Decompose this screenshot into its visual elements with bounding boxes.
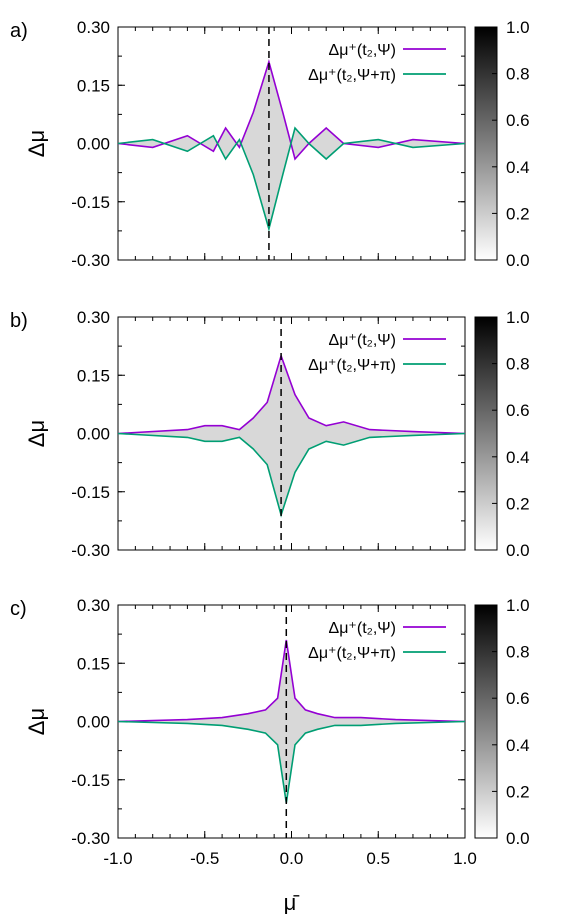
y-tick-label: -0.15 [71,771,110,790]
y-axis-label: Δμ [24,130,49,157]
colorbar-tick-label: 0.0 [506,251,530,270]
y-axis-label: Δμ [24,708,49,735]
panel-label: c) [10,598,27,620]
y-tick-label: 0.00 [77,425,110,444]
x-tick-label: 0.5 [366,849,390,868]
colorbar-tick-label: 0.8 [506,65,530,84]
x-tick-label: 1.0 [453,849,477,868]
y-tick-label: 0.15 [77,654,110,673]
colorbar-tick-label: 0.4 [506,736,530,755]
colorbar [474,316,498,551]
colorbar-tick-label: 0.2 [506,782,530,801]
y-tick-label: 0.00 [77,713,110,732]
y-tick-label: 0.30 [77,308,110,327]
y-tick-label: 0.00 [77,135,110,154]
x-tick-label: 0.0 [280,849,304,868]
colorbar-tick-label: 1.0 [506,308,530,327]
colorbar [474,26,498,261]
x-tick-label: -0.5 [190,849,219,868]
colorbar-tick-label: 0.8 [506,643,530,662]
colorbar-tick-label: 0.4 [506,158,530,177]
y-tick-label: 0.15 [77,366,110,385]
y-tick-label: 0.30 [77,596,110,615]
colorbar-tick-label: 1.0 [506,596,530,615]
panel-2: c) Δμ 0.30 0.15 0.00 -0.15 -0.30-1.0 -0.5 0.0 0.5… [10,596,530,868]
colorbar-tick-label: 1.0 [506,18,530,37]
y-tick-label: -0.15 [71,483,110,502]
colorbar-tick-label: 0.0 [506,829,530,848]
panel-label: a) [10,20,28,42]
x-axis-label: μ̄ [284,890,300,915]
x-tick-label: -1.0 [103,849,132,868]
legend-entry: Δμ⁺(t₂,Ψ) [329,620,396,637]
colorbar-tick-label: 0.4 [506,448,530,467]
colorbar-tick-label: 0.6 [506,689,530,708]
colorbar-tick-label: 0.0 [506,541,530,560]
colorbar-tick-label: 0.8 [506,355,530,374]
y-tick-label: -0.15 [71,193,110,212]
series-line-0 [117,639,466,723]
y-tick-label: -0.30 [71,829,110,848]
y-axis-label: Δμ [24,420,49,447]
panel-0: a) Δμ 0.30 0.15 0.00 -0.15 -0.30 Δμ⁺(t₂,Ψ) Δμ⁺(t… [10,18,530,270]
y-tick-label: -0.30 [71,251,110,270]
panel-label: b) [10,310,28,332]
colorbar-tick-label: 0.2 [506,204,530,223]
legend-entry: Δμ⁺(t₂,Ψ) [329,332,396,349]
colorbar-tick-label: 0.6 [506,401,530,420]
density-envelope [118,640,465,803]
density-envelope [118,355,465,515]
colorbar [474,604,498,839]
colorbar-tick-label: 0.2 [506,494,530,513]
legend-entry: Δμ⁺(t₂,Ψ+π) [308,67,396,84]
legend-entry: Δμ⁺(t₂,Ψ+π) [308,357,396,374]
legend-entry: Δμ⁺(t₂,Ψ+π) [308,645,396,662]
colorbar-tick-label: 0.6 [506,111,530,130]
y-tick-label: -0.30 [71,541,110,560]
y-tick-label: 0.15 [77,76,110,95]
series-line-1 [117,720,466,804]
panel-1: b) Δμ 0.30 0.15 0.00 -0.15 -0.30 Δμ⁺(t₂,Ψ) Δμ⁺(t… [10,308,530,560]
legend-entry: Δμ⁺(t₂,Ψ) [329,42,396,59]
y-tick-label: 0.30 [77,18,110,37]
series-line-1 [117,126,466,232]
